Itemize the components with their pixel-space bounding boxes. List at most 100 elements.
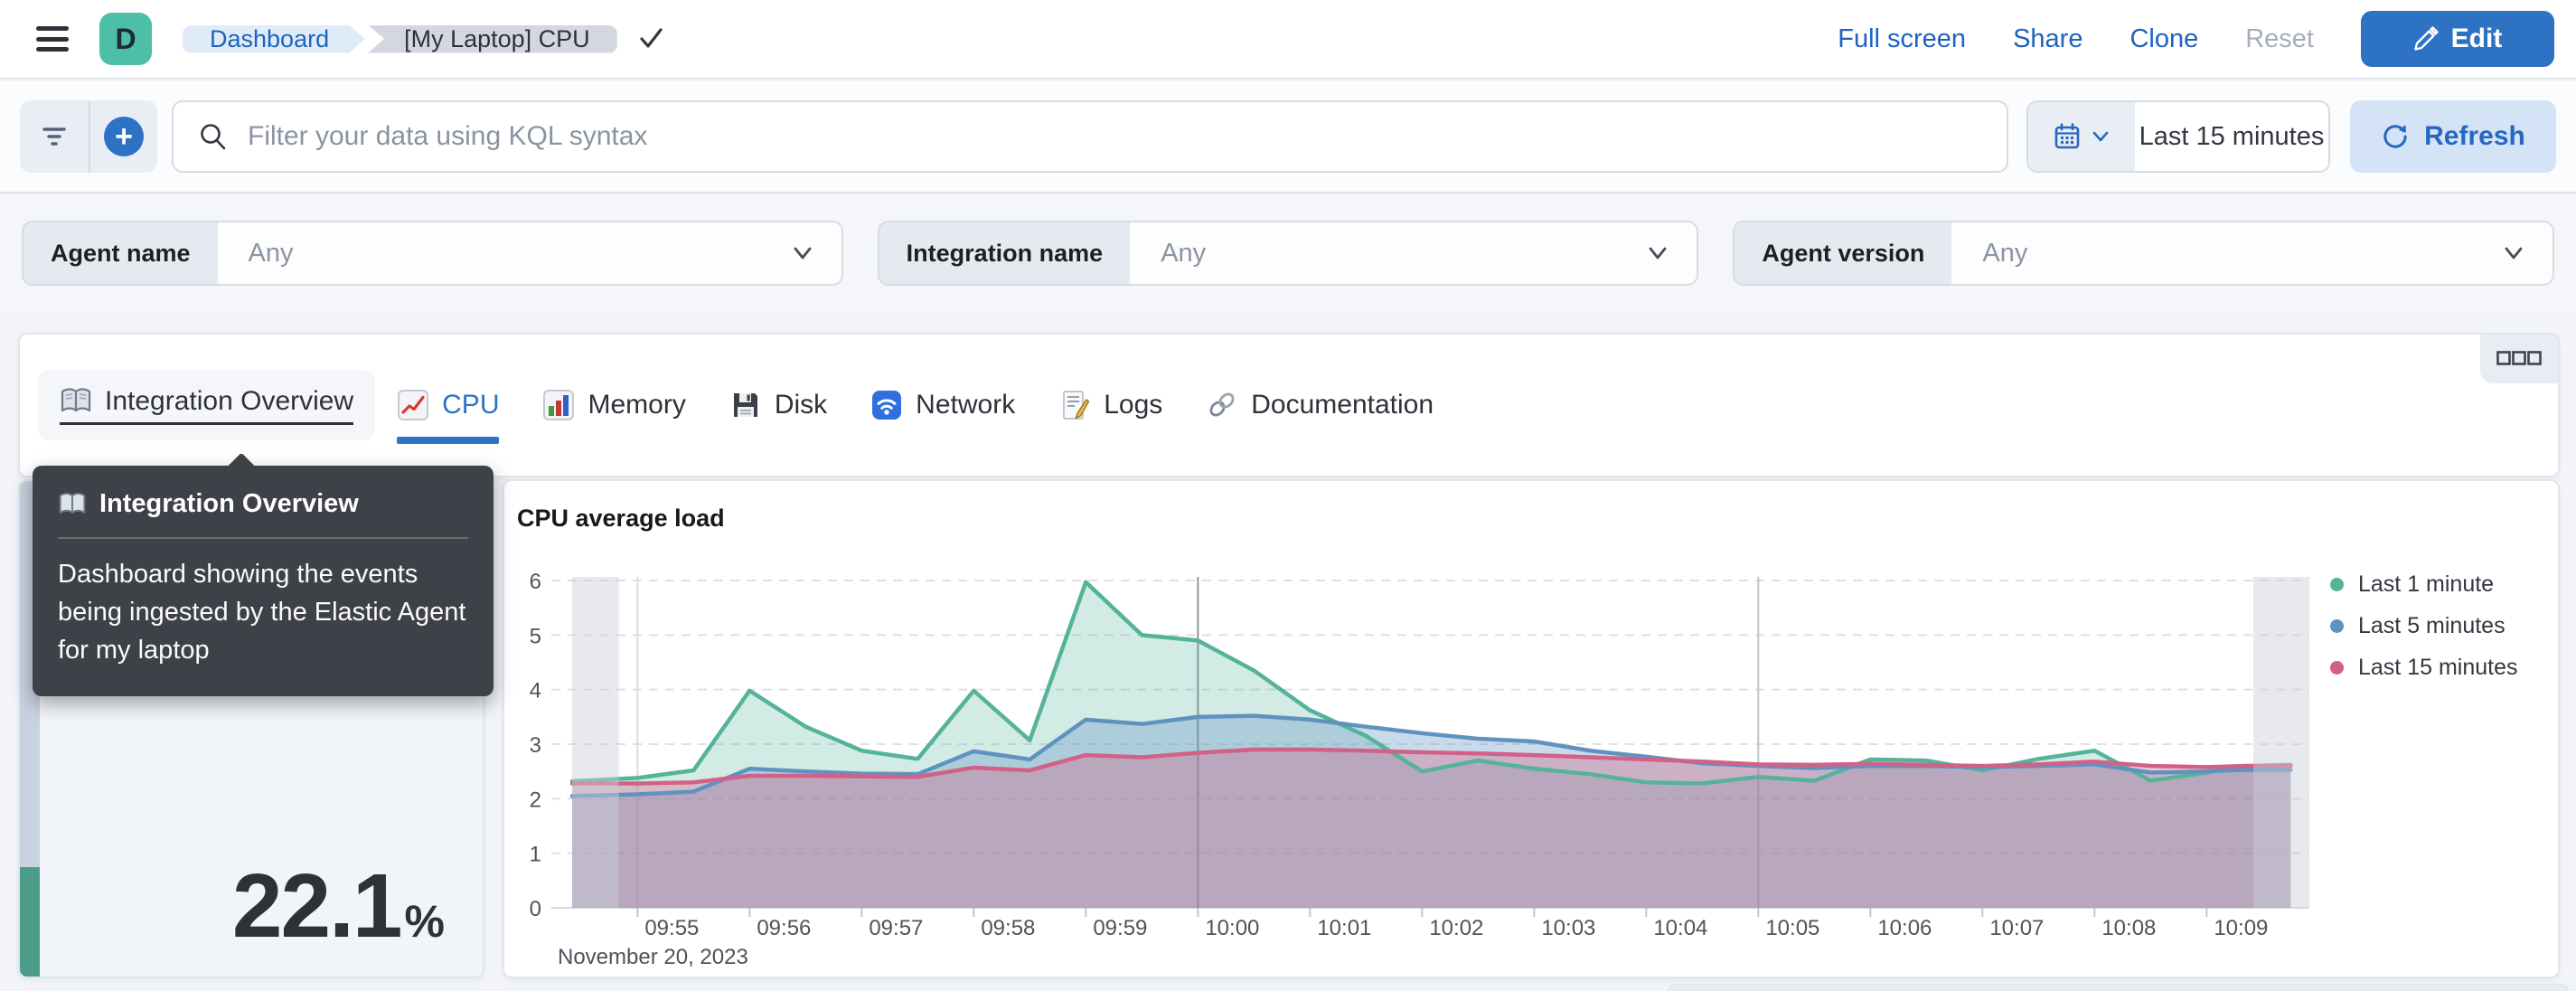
kql-search-box (172, 100, 2008, 173)
control-agent-version[interactable]: Agent version Any (1733, 221, 2555, 286)
x-tick-label: 10:04 (1653, 916, 1707, 940)
metric-number: 22.1 (231, 855, 403, 957)
series-area-1 (572, 581, 2291, 908)
control-value: Any (1982, 238, 2028, 268)
clone-link[interactable]: Clone (2129, 24, 2199, 53)
x-tick-label: 10:05 (1765, 916, 1819, 940)
x-tick-label: 10:03 (1541, 916, 1595, 940)
tab-network[interactable]: Network (849, 370, 1037, 440)
tab-label: Network (916, 390, 1016, 420)
next-panel-top-edge (1668, 984, 2569, 991)
wireless-icon (872, 391, 902, 420)
x-tick-label: 10:06 (1877, 916, 1932, 940)
floppy-disk-icon (733, 393, 757, 417)
links-panel: Integration Overview CPU Memory Disk (18, 333, 2560, 477)
chart-legend: Last 1 minute Last 5 minutes Last 15 minut… (2330, 571, 2518, 681)
y-tick-label: 1 (530, 843, 541, 867)
legend-label: Last 15 minutes (2358, 655, 2518, 680)
control-label: Integration name (879, 222, 1131, 284)
metric-value: 22.1 % (232, 854, 445, 958)
x-tick-label: 10:01 (1317, 916, 1371, 940)
x-tick-label: 09:55 (644, 916, 699, 940)
calendar-icon (2054, 123, 2080, 149)
x-tick-label: 10:07 (1989, 916, 2044, 940)
chart-increasing-icon (398, 390, 429, 420)
tooltip-title: Integration Overview (58, 489, 468, 519)
legend-item[interactable]: Last 15 minutes (2330, 655, 2518, 681)
tab-cpu[interactable]: CPU (375, 370, 521, 444)
legend-item[interactable]: Last 5 minutes (2330, 613, 2518, 639)
share-link[interactable]: Share (2013, 24, 2083, 53)
refresh-icon (2383, 125, 2407, 148)
topbar-actions: Full screen Share Clone Reset Edit (1838, 11, 2554, 67)
book-icon (61, 388, 91, 412)
book-icon (59, 492, 86, 514)
y-tick-label: 6 (530, 570, 541, 594)
x-tick-label: 09:59 (1093, 916, 1147, 940)
control-value: Any (248, 238, 294, 268)
x-tick-label: 10:00 (1205, 916, 1259, 940)
tab-disk[interactable]: Disk (708, 370, 849, 440)
x-axis-date-label: November 20, 2023 (558, 945, 748, 969)
edit-button[interactable]: Edit (2361, 11, 2554, 67)
tab-label: Integration Overview (105, 386, 354, 416)
control-integration-name[interactable]: Integration name Any (877, 221, 1699, 286)
filter-funnel-button[interactable] (20, 100, 89, 173)
tab-memory[interactable]: Memory (521, 370, 707, 440)
tab-label: Memory (588, 390, 686, 420)
date-picker: Last 15 minutes (2026, 100, 2330, 173)
add-filter-button[interactable]: + (89, 100, 157, 173)
metric-gauge-fill (20, 866, 40, 977)
cpu-average-load-chart: 09:55 09:56 09:57 09:58 09:59 10:00 10:01 10:02… (530, 570, 2309, 969)
series-area-3 (572, 750, 2291, 908)
tab-label: Disk (774, 390, 828, 420)
memo-icon (1063, 391, 1090, 420)
tab-label: Logs (1104, 390, 1163, 420)
x-tick-label: 09:58 (981, 916, 1035, 940)
legend-item[interactable]: Last 1 minute (2330, 571, 2518, 598)
integration-overview-tooltip: Integration Overview Dashboard showing t… (33, 452, 494, 696)
panel-options-button[interactable] (2480, 335, 2558, 383)
time-range-button[interactable]: Last 15 minutes (2139, 121, 2325, 151)
partial-bucket-band (2253, 577, 2309, 908)
reset-link: Reset (2245, 24, 2314, 53)
control-agent-name[interactable]: Agent name Any (22, 221, 843, 286)
tab-label: CPU (442, 390, 500, 420)
partial-bucket-band (572, 577, 619, 908)
bar-chart-icon (543, 390, 575, 420)
top-navigation-bar: D Dashboard [My Laptop] CPU Full screen … (0, 0, 2576, 80)
space-avatar[interactable]: D (99, 13, 152, 65)
tab-label: Documentation (1251, 390, 1434, 420)
kql-search-input[interactable] (248, 121, 1983, 152)
edit-button-label: Edit (2450, 24, 2503, 53)
refresh-button[interactable]: Refresh (2350, 100, 2556, 173)
y-tick-label: 0 (530, 897, 541, 921)
tooltip-title-text: Integration Overview (99, 489, 359, 518)
legend-label: Last 1 minute (2358, 571, 2495, 597)
tab-integration-overview[interactable]: Integration Overview (38, 370, 376, 440)
full-screen-link[interactable]: Full screen (1838, 24, 1967, 53)
control-value: Any (1161, 238, 1207, 268)
search-icon (201, 124, 226, 150)
legend-dot-icon (2330, 661, 2344, 675)
series-line-1 (569, 580, 2293, 786)
funnel-icon (42, 127, 66, 146)
tab-documentation[interactable]: Documentation (1184, 370, 1455, 440)
calendar-menu-button[interactable] (2028, 102, 2135, 171)
refresh-button-label: Refresh (2424, 121, 2525, 151)
menu-hamburger-icon[interactable] (36, 26, 69, 52)
series-area-2 (572, 715, 2291, 908)
tooltip-divider (58, 537, 468, 539)
query-bar: + Last 15 minutes (0, 81, 2576, 193)
check-icon[interactable] (637, 25, 664, 52)
series-line-3 (569, 747, 2293, 786)
y-tick-label: 5 (530, 624, 541, 648)
control-label: Agent name (24, 222, 218, 284)
metric-unit: % (404, 896, 445, 947)
dashboard-controls-row: Agent name Any Integration name Any Agen… (0, 195, 2576, 311)
tab-logs[interactable]: Logs (1037, 370, 1184, 440)
breadcrumb-dashboard[interactable]: Dashboard (183, 25, 365, 53)
filter-button-group: + (20, 100, 157, 173)
legend-dot-icon (2330, 619, 2344, 633)
chevron-down-icon (789, 222, 841, 284)
